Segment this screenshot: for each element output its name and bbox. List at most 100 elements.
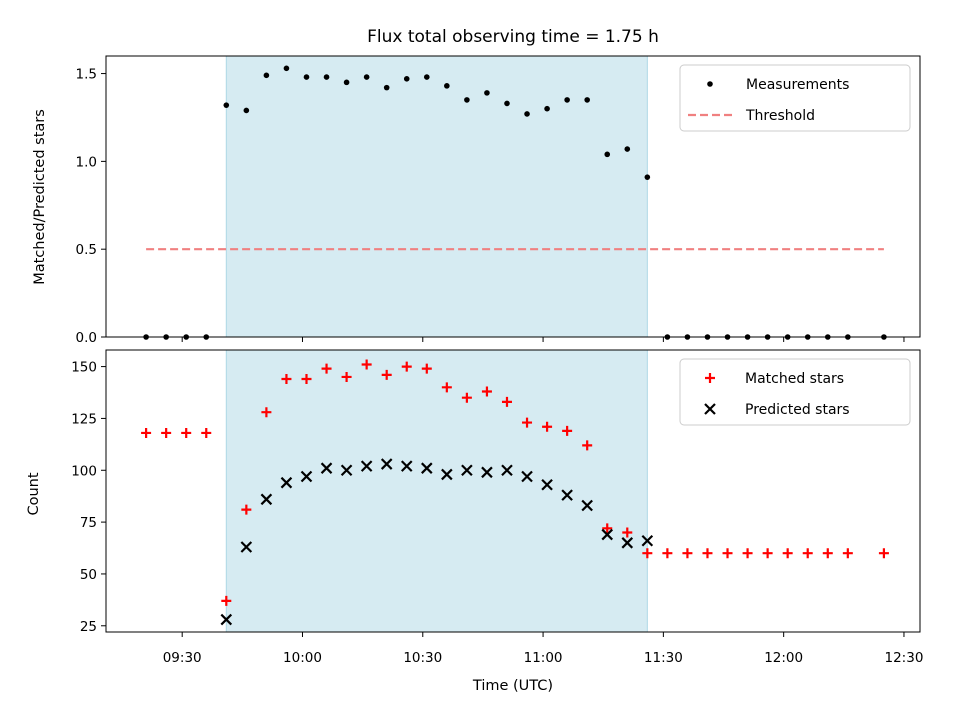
data-point-predicted-stars-14 — [501, 464, 513, 477]
data-point-predicted-stars-6 — [340, 464, 353, 477]
y-tick-label-ratio-3: 1.5 — [76, 67, 97, 83]
data-point-measurements-22 — [584, 97, 590, 103]
legend-box-ratio — [679, 64, 911, 132]
y-tick-label-count-3: 100 — [71, 463, 97, 479]
data-point-matched-stars-22 — [582, 440, 593, 451]
data-point-matched-stars-31 — [762, 548, 773, 559]
data-point-predicted-stars-0 — [220, 613, 233, 626]
legend-box-count — [679, 358, 911, 426]
y-axis-label-top: Matched/Predicted stars — [32, 109, 48, 285]
data-point-measurements-6 — [263, 72, 270, 79]
y-tick-label-count-5: 150 — [71, 360, 97, 376]
data-point-matched-stars-36 — [878, 548, 889, 559]
observing-window-ratio — [226, 56, 648, 337]
x-tick-label-3: 11:00 — [524, 650, 563, 666]
data-point-measurements-10 — [343, 79, 350, 86]
data-point-matched-stars-23 — [602, 523, 613, 534]
data-point-matched-stars-21 — [562, 425, 573, 436]
data-point-measurements-14 — [423, 74, 430, 80]
data-point-matched-stars-25 — [642, 548, 653, 559]
data-point-measurements-15 — [444, 83, 450, 89]
x-tick-label-4: 11:30 — [644, 650, 683, 666]
y-tick-label-count-2: 75 — [80, 515, 97, 531]
x-tick-label-0: 09:30 — [163, 650, 202, 666]
plot-layer: 0.0 0.5 1.0 1.5 Measurements Threshold 25 50 75 1… — [71, 55, 924, 666]
x-tick-label-1: 10:00 — [283, 650, 322, 666]
data-point-matched-stars-33 — [802, 548, 813, 559]
data-point-measurements-23 — [604, 151, 611, 158]
data-point-predicted-stars-1 — [240, 541, 253, 553]
y-tick-label-count-1: 50 — [80, 567, 97, 583]
data-point-predicted-stars-4 — [300, 470, 313, 483]
y-tick-label-count-4: 125 — [71, 411, 97, 427]
data-point-matched-stars-1 — [161, 427, 172, 438]
data-point-measurements-9 — [323, 74, 330, 80]
data-point-measurements-17 — [484, 90, 490, 96]
data-point-measurements-24 — [624, 146, 631, 152]
data-point-matched-stars-10 — [341, 371, 352, 382]
legend-marker-measurements — [707, 81, 713, 87]
data-point-measurements-8 — [303, 74, 310, 80]
plot-frame-ratio — [105, 55, 921, 338]
data-point-predicted-stars-16 — [541, 479, 553, 491]
data-point-matched-stars-29 — [722, 548, 733, 559]
data-point-predicted-stars-3 — [280, 476, 293, 489]
data-point-matched-stars-7 — [281, 374, 292, 385]
data-point-measurements-4 — [223, 102, 230, 108]
data-point-predicted-stars-11 — [441, 468, 453, 481]
data-point-matched-stars-26 — [662, 548, 673, 559]
data-point-measurements-21 — [564, 97, 570, 103]
x-tick-label-2: 10:30 — [403, 650, 442, 666]
data-point-matched-stars-15 — [441, 382, 452, 393]
data-point-matched-stars-5 — [241, 504, 252, 515]
data-point-matched-stars-2 — [181, 427, 192, 438]
data-point-measurements-16 — [464, 97, 470, 103]
plot-frame-count — [105, 349, 921, 633]
data-point-matched-stars-13 — [401, 361, 412, 372]
data-point-predicted-stars-15 — [521, 470, 533, 483]
data-point-matched-stars-20 — [542, 421, 553, 432]
data-point-predicted-stars-5 — [320, 462, 333, 474]
legend-marker-predicted-stars — [704, 403, 716, 415]
data-point-matched-stars-28 — [702, 548, 713, 559]
data-point-predicted-stars-21 — [641, 534, 654, 547]
data-point-measurements-7 — [283, 65, 290, 72]
x-axis-label: Time (UTC) — [472, 678, 553, 694]
data-point-matched-stars-32 — [782, 548, 793, 559]
legend-label-threshold: Threshold — [745, 108, 815, 124]
data-point-matched-stars-18 — [501, 396, 512, 407]
data-point-measurements-11 — [363, 74, 370, 80]
legend-label-measurements: Measurements — [746, 77, 849, 93]
data-point-matched-stars-11 — [361, 359, 372, 370]
data-point-matched-stars-3 — [201, 427, 212, 438]
data-point-predicted-stars-7 — [360, 460, 373, 472]
data-point-matched-stars-30 — [742, 548, 753, 559]
observing-window-count — [226, 350, 648, 632]
chart-title: Flux total observing time = 1.75 h — [367, 27, 659, 47]
data-point-measurements-18 — [504, 100, 510, 107]
data-point-predicted-stars-2 — [260, 493, 273, 506]
data-point-matched-stars-14 — [421, 363, 432, 374]
data-point-predicted-stars-13 — [481, 466, 493, 479]
data-point-matched-stars-34 — [822, 548, 833, 559]
data-point-matched-stars-19 — [522, 417, 533, 428]
data-point-matched-stars-27 — [682, 548, 693, 559]
x-tick-label-5: 12:00 — [764, 650, 803, 666]
data-point-predicted-stars-10 — [421, 462, 433, 474]
data-point-matched-stars-0 — [141, 427, 152, 438]
data-point-matched-stars-4 — [221, 595, 232, 606]
data-point-matched-stars-24 — [622, 527, 633, 538]
data-point-predicted-stars-19 — [601, 528, 614, 541]
data-point-matched-stars-17 — [481, 386, 492, 397]
data-point-matched-stars-6 — [261, 407, 272, 418]
y-tick-label-count-0: 25 — [80, 619, 97, 635]
data-point-measurements-12 — [383, 84, 390, 91]
x-tick-label-6: 12:30 — [885, 650, 924, 666]
legend-marker-matched-stars — [705, 373, 715, 383]
data-point-predicted-stars-20 — [621, 537, 634, 549]
data-point-predicted-stars-18 — [581, 499, 593, 512]
data-point-measurements-25 — [644, 174, 651, 180]
data-point-predicted-stars-8 — [380, 458, 393, 470]
legend-label-matched-stars: Matched stars — [745, 371, 844, 387]
